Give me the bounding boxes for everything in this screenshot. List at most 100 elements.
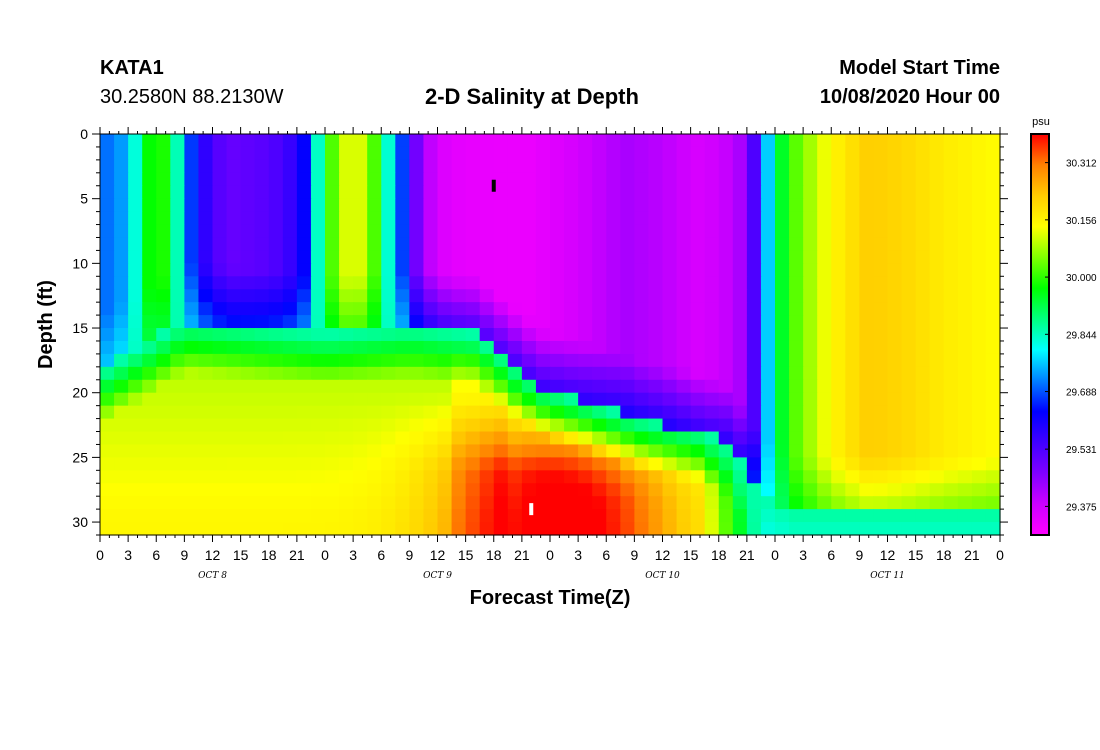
heatmap-cell xyxy=(254,237,270,252)
heatmap-cell xyxy=(184,509,200,523)
heatmap-cell xyxy=(901,457,917,471)
heatmap-cell xyxy=(325,198,340,213)
heatmap-cell xyxy=(142,392,157,407)
heatmap-cell xyxy=(606,431,621,446)
heatmap-cell xyxy=(550,172,565,187)
heatmap-cell xyxy=(493,146,509,161)
heatmap-cell xyxy=(268,185,284,200)
heatmap-cell xyxy=(634,496,650,510)
heatmap-cell xyxy=(578,159,593,174)
heatmap-cell xyxy=(353,302,368,316)
heatmap-cell xyxy=(325,405,340,420)
heatmap-cell xyxy=(212,198,228,213)
heatmap-cell xyxy=(957,328,973,342)
heatmap-cell xyxy=(381,379,396,394)
heatmap-cell xyxy=(254,263,270,277)
heatmap-cell xyxy=(873,418,889,433)
heatmap-cell xyxy=(507,418,523,433)
heatmap-cell xyxy=(718,509,734,523)
heatmap-cell xyxy=(521,366,537,381)
heatmap-cell xyxy=(859,250,875,264)
heatmap-cell xyxy=(198,289,214,303)
heatmap-cell xyxy=(114,418,129,433)
heatmap-cell xyxy=(620,522,635,536)
heatmap-cell xyxy=(325,302,340,316)
heatmap-cell xyxy=(353,405,368,420)
heatmap-cell xyxy=(142,366,157,381)
heatmap-cell xyxy=(859,328,875,342)
heatmap-cell xyxy=(198,392,214,407)
heatmap-cell xyxy=(535,172,551,187)
heatmap-cell xyxy=(662,405,678,420)
heatmap-cell xyxy=(367,289,382,303)
heatmap-cell xyxy=(395,340,410,355)
x-tick-label: 0 xyxy=(546,547,554,563)
heatmap-cell xyxy=(451,444,467,458)
heatmap-cell xyxy=(521,134,537,148)
heatmap-cell xyxy=(156,522,171,536)
heatmap-cell xyxy=(817,418,832,433)
heatmap-cell xyxy=(535,496,551,510)
x-tick-label: 0 xyxy=(771,547,779,563)
heatmap-cell xyxy=(690,522,706,536)
heatmap-cell xyxy=(901,263,917,277)
heatmap-cell xyxy=(240,315,256,329)
heatmap-cell xyxy=(676,134,692,148)
x-tick-label: 6 xyxy=(827,547,835,563)
heatmap-cell xyxy=(887,146,903,161)
heatmap-cell xyxy=(367,250,382,264)
heatmap-cell xyxy=(212,340,228,355)
heatmap-cell xyxy=(353,198,368,213)
heatmap-cell xyxy=(564,418,579,433)
heatmap-cell xyxy=(732,418,748,433)
heatmap-cell xyxy=(240,405,256,420)
heatmap-cell xyxy=(760,211,776,226)
heatmap-cell xyxy=(156,444,171,458)
heatmap-cell xyxy=(704,237,720,252)
heatmap-cell xyxy=(775,328,790,342)
heatmap-cell xyxy=(268,276,284,290)
heatmap-cell xyxy=(521,470,537,484)
heatmap-cell xyxy=(760,366,776,381)
heatmap-cell xyxy=(817,146,832,161)
heatmap-cell xyxy=(282,211,298,226)
heatmap-cell xyxy=(493,509,509,523)
heatmap-cell xyxy=(817,224,832,239)
heatmap-cell xyxy=(296,353,312,368)
heatmap-cell xyxy=(831,392,846,407)
heatmap-cell xyxy=(521,250,537,264)
heatmap-cell xyxy=(479,328,495,342)
heatmap-cell xyxy=(831,185,846,200)
heatmap-cell xyxy=(128,302,143,316)
heatmap-cell xyxy=(142,302,157,316)
heatmap-cell xyxy=(915,509,931,523)
heatmap-cell xyxy=(578,483,593,497)
heatmap-cell xyxy=(226,302,242,316)
heatmap-cell xyxy=(676,392,692,407)
heatmap-cell xyxy=(789,185,804,200)
heatmap-cell xyxy=(648,509,664,523)
heatmap-cell xyxy=(535,470,551,484)
heatmap-cell xyxy=(114,276,129,290)
heatmap-cell xyxy=(606,146,621,161)
heatmap-cell xyxy=(254,392,270,407)
heatmap-cell xyxy=(114,353,129,368)
heatmap-cell xyxy=(550,509,565,523)
heatmap-cell xyxy=(676,185,692,200)
heatmap-cell xyxy=(296,470,312,484)
heatmap-cell xyxy=(367,470,382,484)
heatmap-cell xyxy=(296,457,312,471)
heatmap-cell xyxy=(451,146,467,161)
heatmap-cell xyxy=(957,315,973,329)
heatmap-cell xyxy=(479,289,495,303)
heatmap-cell xyxy=(296,250,312,264)
heatmap-cell xyxy=(170,276,185,290)
heatmap-cell xyxy=(817,185,832,200)
heatmap-cell xyxy=(465,431,481,446)
heatmap-cell xyxy=(620,366,635,381)
heatmap-cell xyxy=(578,185,593,200)
heatmap-cell xyxy=(690,172,706,187)
heatmap-cell xyxy=(564,159,579,174)
heatmap-cell xyxy=(578,405,593,420)
heatmap-cell xyxy=(676,159,692,174)
